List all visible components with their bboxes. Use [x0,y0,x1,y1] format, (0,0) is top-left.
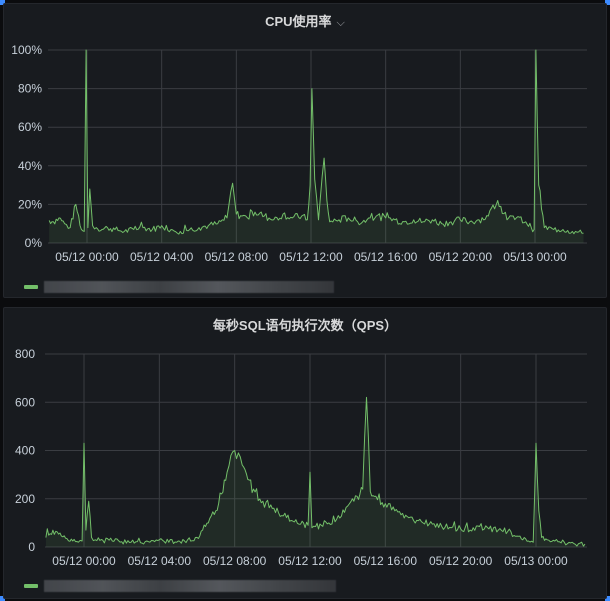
selection-marker-top-left [0,0,5,5]
y-axis-tick-label: 200 [15,492,35,506]
cpu-usage-panel: CPU使用率 ⌵ 0% 20% 40% 60% 80% 100% 05/12 00:00 05/… [3,3,607,298]
x-axis-tick-label: 05/13 00:00 [504,554,568,568]
x-axis-tick-label: 05/12 16:00 [354,250,418,264]
legend[interactable] [24,281,334,293]
legend-series-label-redacted [44,281,334,293]
chevron-down-icon[interactable]: ⌵ [336,17,345,29]
y-axis-tick-label: 40% [18,159,42,173]
selection-marker-top-right [605,0,610,5]
selection-marker-bottom-left [0,596,5,601]
legend-color-swatch [24,285,38,289]
x-axis-tick-label: 05/12 08:00 [203,554,267,568]
cpu-usage-chart[interactable]: 0% 20% 40% 60% 80% 100% 05/12 00:00 05/12 04:00… [1,1,605,271]
qps-panel: 每秒SQL语句执行次数（QPS） 0 200 400 600 800 05/12 00:0… [3,307,607,599]
x-axis-tick-label: 05/12 12:00 [278,554,342,568]
y-axis-tick-label: 400 [15,444,35,458]
panel-title-text: CPU使用率 [265,14,332,29]
x-axis-tick-label: 05/12 04:00 [130,250,194,264]
panel-title-text: 每秒SQL语句执行次数（QPS） [212,318,398,333]
x-axis-tick-label: 05/12 00:00 [55,250,119,264]
x-axis-tick-label: 05/12 00:00 [52,554,116,568]
y-axis-tick-label: 80% [18,82,42,96]
panel-title[interactable]: CPU使用率 ⌵ [4,11,606,30]
legend-color-swatch [24,584,38,588]
legend-series-label-redacted [44,580,336,592]
x-axis-tick-label: 05/12 08:00 [205,250,269,264]
y-axis-tick-label: 0% [25,236,43,250]
x-axis-tick-label: 05/12 20:00 [429,554,493,568]
y-axis-tick-label: 100% [11,43,42,57]
x-axis-tick-label: 05/12 04:00 [128,554,192,568]
series-line[interactable] [48,49,584,235]
panel-title[interactable]: 每秒SQL语句执行次数（QPS） [4,315,606,334]
y-axis-tick-label: 20% [18,197,42,211]
y-axis-tick-label: 0 [28,540,35,554]
x-axis-tick-label: 05/13 00:00 [503,250,567,264]
series-area-fill [49,50,584,243]
y-axis-tick-label: 600 [15,395,35,409]
selection-marker-bottom-right [605,596,610,601]
y-axis-tick-label: 60% [18,120,42,134]
x-axis-tick-label: 05/12 20:00 [429,250,493,264]
x-axis-tick-label: 05/12 12:00 [279,250,343,264]
legend[interactable] [24,580,336,592]
series-area-fill [45,397,585,547]
y-axis-tick-label: 800 [15,347,35,361]
series-line[interactable] [45,396,586,547]
x-axis-tick-label: 05/12 16:00 [354,554,418,568]
